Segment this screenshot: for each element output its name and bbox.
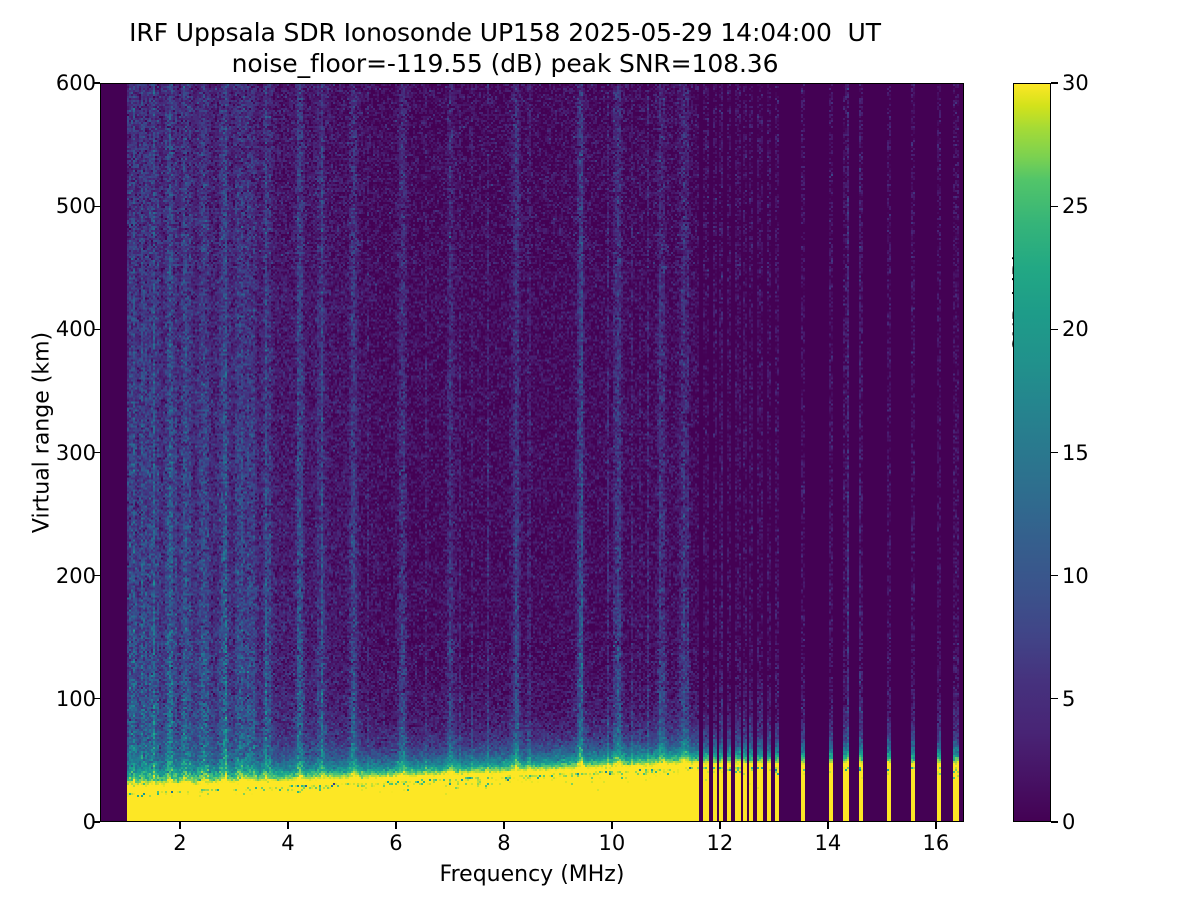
y-tick-label: 600 bbox=[55, 71, 96, 95]
x-tick-mark bbox=[827, 822, 829, 829]
y-tick-mark bbox=[93, 451, 100, 454]
colorbar-tick-label: 10 bbox=[1062, 563, 1089, 588]
colorbar-tick-mark bbox=[1051, 328, 1058, 330]
title-line-2: noise_floor=-119.55 (dB) peak SNR=108.36 bbox=[231, 48, 779, 78]
y-tick-mark bbox=[93, 575, 100, 577]
y-tick-label: 100 bbox=[55, 686, 96, 711]
y-tick-label: 500 bbox=[55, 194, 96, 219]
colorbar-tick-mark bbox=[1051, 451, 1058, 454]
colorbar-gradient bbox=[1013, 83, 1051, 822]
y-tick-label: 300 bbox=[55, 440, 96, 465]
colorbar-tick-label: 15 bbox=[1062, 440, 1089, 465]
x-tick-label: 6 bbox=[389, 831, 403, 855]
y-tick-label: 0 bbox=[82, 810, 96, 834]
x-tick-label: 10 bbox=[598, 831, 626, 855]
y-axis-label: Virtual range (km) bbox=[29, 331, 55, 534]
y-tick-mark bbox=[93, 328, 100, 330]
y-tick-mark bbox=[93, 821, 100, 823]
colorbar-tick-label: 5 bbox=[1062, 686, 1076, 711]
x-tick-label: 14 bbox=[814, 831, 842, 855]
colorbar-tick-mark bbox=[1051, 821, 1058, 823]
y-tick-mark bbox=[93, 698, 100, 700]
ionogram-heatmap[interactable] bbox=[101, 84, 963, 821]
x-tick-mark bbox=[395, 822, 397, 829]
x-tick-mark bbox=[287, 822, 289, 829]
y-tick-label: 200 bbox=[55, 563, 96, 588]
ionogram-axes[interactable] bbox=[100, 83, 964, 822]
x-tick-mark bbox=[503, 822, 505, 829]
figure-title: IRF Uppsala SDR Ionosonde UP158 2025-05-… bbox=[0, 18, 1010, 79]
colorbar-tick-label: 30 bbox=[1062, 71, 1089, 95]
x-tick-label: 2 bbox=[173, 831, 187, 855]
colorbar-tick-mark bbox=[1051, 205, 1058, 207]
y-tick-label: 400 bbox=[55, 317, 96, 342]
x-tick-label: 12 bbox=[706, 831, 734, 855]
y-tick-mark bbox=[93, 82, 100, 84]
x-tick-mark bbox=[179, 822, 181, 829]
x-tick-mark bbox=[935, 822, 937, 829]
colorbar-tick-mark bbox=[1051, 698, 1058, 700]
colorbar-tick-mark bbox=[1051, 575, 1058, 577]
colorbar-tick-label: 25 bbox=[1062, 194, 1089, 219]
colorbar-tick-label: 20 bbox=[1062, 317, 1089, 342]
x-tick-mark bbox=[719, 822, 721, 829]
x-axis-label: Frequency (MHz) bbox=[439, 862, 625, 887]
colorbar-tick-mark bbox=[1051, 82, 1058, 84]
title-line-1: IRF Uppsala SDR Ionosonde UP158 2025-05-… bbox=[129, 18, 881, 47]
x-tick-label: 16 bbox=[922, 831, 950, 855]
colorbar-tick-label: 0 bbox=[1062, 810, 1076, 834]
x-tick-label: 8 bbox=[497, 831, 511, 855]
y-tick-mark bbox=[93, 205, 100, 207]
x-tick-mark bbox=[611, 822, 613, 829]
x-tick-label: 4 bbox=[281, 831, 295, 855]
